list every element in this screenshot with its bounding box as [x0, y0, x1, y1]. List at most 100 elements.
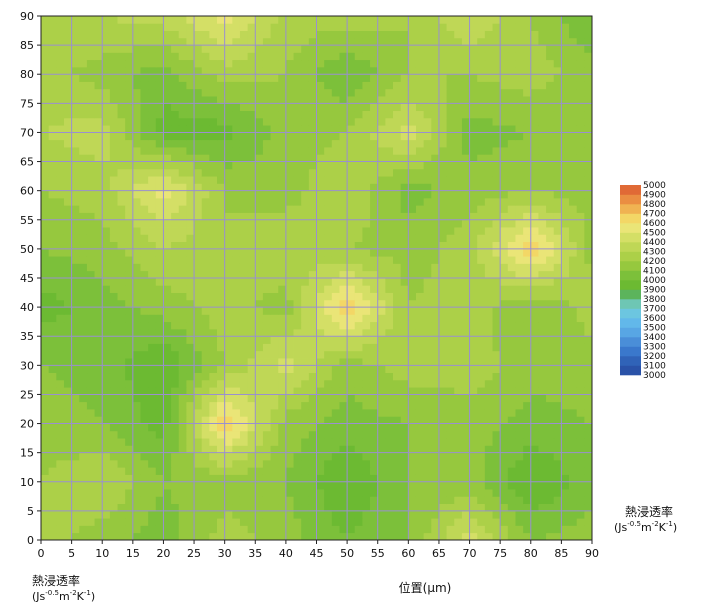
- contour-cell: [247, 278, 256, 286]
- contour-cell: [125, 401, 134, 410]
- contour-cell: [362, 139, 371, 148]
- contour-cell: [194, 430, 203, 439]
- contour-cell: [109, 59, 118, 68]
- contour-cell: [347, 205, 356, 213]
- contour-cell: [507, 307, 516, 315]
- contour-cell: [255, 30, 264, 39]
- contour-cell: [63, 525, 73, 534]
- contour-cell: [178, 459, 187, 468]
- contour-cell: [316, 474, 325, 483]
- contour-cell: [362, 256, 371, 264]
- contour-cell: [308, 147, 317, 155]
- contour-cell: [523, 452, 532, 461]
- contour-cell: [171, 452, 180, 461]
- contour-cell: [370, 503, 379, 512]
- contour-cell: [247, 379, 256, 388]
- contour-cell: [331, 45, 340, 53]
- contour-cell: [584, 336, 593, 344]
- contour-cell: [224, 139, 233, 148]
- contour-cell: [308, 365, 317, 374]
- contour-cell: [553, 358, 562, 366]
- contour-cell: [438, 299, 447, 308]
- contour-cell: [523, 132, 532, 141]
- contour-cell: [79, 248, 88, 257]
- contour-cell: [538, 183, 547, 192]
- contour-cell: [224, 212, 233, 221]
- contour-cell: [278, 256, 287, 264]
- contour-cell: [415, 59, 425, 68]
- contour-cell: [584, 197, 593, 206]
- contour-cell: [285, 139, 294, 148]
- contour-cell: [239, 489, 249, 497]
- contour-cell: [94, 30, 103, 39]
- contour-cell: [546, 525, 555, 534]
- contour-cell: [285, 117, 294, 126]
- contour-cell: [48, 496, 57, 505]
- contour-cell: [530, 183, 539, 192]
- contour-cell: [438, 197, 447, 206]
- contour-cell: [56, 37, 65, 46]
- contour-cell: [278, 401, 287, 410]
- contour-cell: [477, 350, 486, 359]
- contour-cell: [217, 292, 226, 301]
- contour-cell: [262, 74, 271, 82]
- contour-cell: [262, 430, 271, 439]
- contour-cell: [132, 430, 141, 439]
- contour-cell: [86, 270, 95, 279]
- contour-cell: [370, 183, 379, 192]
- contour-cell: [186, 248, 195, 257]
- contour-cell: [530, 59, 539, 68]
- contour-cell: [484, 423, 493, 432]
- contour-cell: [347, 350, 356, 359]
- contour-cell: [155, 241, 164, 250]
- contour-cell: [239, 336, 249, 344]
- contour-cell: [362, 372, 371, 381]
- contour-cell: [171, 321, 180, 330]
- contour-cell: [454, 125, 463, 133]
- contour-cell: [201, 88, 210, 97]
- contour-cell: [569, 234, 578, 243]
- contour-cell: [324, 328, 333, 337]
- contour-cell: [194, 358, 203, 366]
- contour-cell: [515, 256, 524, 264]
- contour-cell: [63, 365, 73, 374]
- contour-cell: [569, 45, 578, 53]
- contour-cell: [523, 37, 532, 46]
- contour-cell: [308, 328, 317, 337]
- contour-cell: [507, 387, 516, 395]
- contour-cell: [285, 285, 294, 293]
- contour-cell: [492, 59, 501, 68]
- contour-cell: [194, 292, 203, 301]
- contour-cell: [423, 278, 432, 286]
- contour-cell: [117, 459, 126, 468]
- contour-cell: [194, 474, 203, 483]
- contour-cell: [324, 110, 333, 119]
- contour-cell: [569, 350, 578, 359]
- contour-cell: [232, 117, 241, 126]
- contour-cell: [178, 394, 187, 403]
- contour-cell: [79, 45, 88, 53]
- contour-cell: [301, 358, 310, 366]
- contour-cell: [48, 467, 57, 475]
- contour-cell: [186, 168, 195, 177]
- contour-cell: [148, 227, 157, 235]
- contour-cell: [155, 489, 164, 497]
- contour-cell: [217, 52, 226, 61]
- contour-cell: [186, 307, 195, 315]
- contour-cell: [224, 183, 233, 192]
- contour-cell: [316, 438, 325, 446]
- contour-cell: [515, 438, 524, 446]
- contour-cell: [492, 387, 501, 395]
- contour-cell: [278, 503, 287, 512]
- contour-cell: [538, 481, 547, 490]
- contour-cell: [86, 52, 95, 61]
- contour-cell: [538, 219, 547, 228]
- contour-cell: [423, 103, 432, 112]
- contour-cell: [561, 219, 570, 228]
- contour-cell: [423, 139, 432, 148]
- contour-cell: [232, 496, 241, 505]
- contour-cell: [331, 52, 340, 61]
- contour-cell: [125, 307, 134, 315]
- contour-cell: [546, 423, 555, 432]
- contour-cell: [171, 190, 180, 199]
